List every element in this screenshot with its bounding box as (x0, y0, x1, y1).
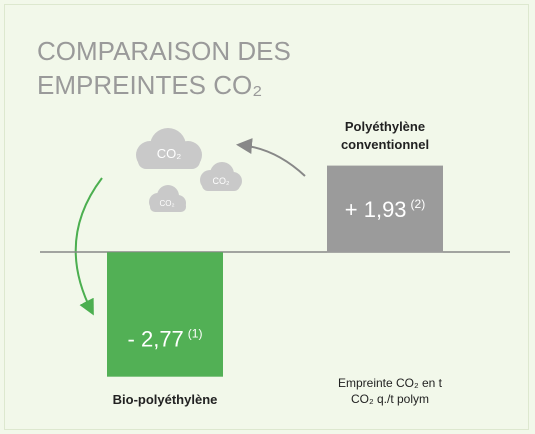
arrow (240, 145, 305, 176)
chart-title: EMPREINTES CO₂ (37, 70, 262, 100)
chart-title: COMPARAISON DES (37, 36, 291, 66)
infographic: COMPARAISON DES EMPREINTES CO₂ CO₂ CO₂ C… (0, 0, 535, 434)
cloud (136, 128, 242, 212)
unit-note: Empreinte CO₂ en t CO₂ q./t polym (330, 375, 450, 407)
arrow (76, 178, 102, 312)
chart: COMPARAISON DES EMPREINTES CO₂ CO₂ CO₂ C… (0, 0, 535, 434)
cloud-label: CO₂ (157, 146, 182, 161)
value-text: - 2,77 (128, 327, 184, 352)
value-text: + 1,93 (345, 197, 407, 222)
category-label: Polyéthylène conventionnel (330, 118, 440, 154)
footnote: (1) (188, 327, 203, 341)
category-label: Bio-polyéthylène (97, 391, 233, 409)
bar (107, 252, 223, 376)
cloud-label: CO₂ (213, 176, 231, 186)
cloud-label: CO₂ (159, 199, 174, 208)
footnote: (2) (411, 197, 426, 211)
